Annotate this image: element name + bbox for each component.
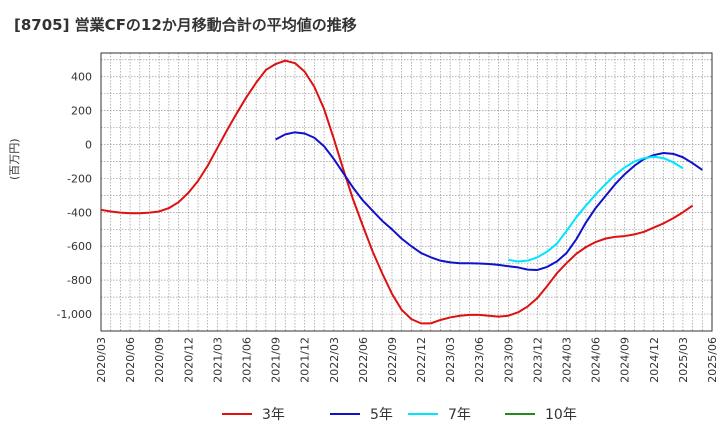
y-tick-label: -1,000 — [57, 308, 92, 321]
y-tick-label: -400 — [67, 206, 92, 219]
x-tick-label: 2024/09 — [619, 337, 632, 383]
x-tick-label: 2023/09 — [502, 337, 515, 383]
legend-swatch — [408, 413, 438, 415]
x-tick-label: 2021/03 — [211, 337, 224, 383]
x-tick-label: 2022/12 — [415, 337, 428, 383]
x-tick-label: 2021/09 — [270, 337, 283, 383]
y-tick-label: 0 — [85, 139, 92, 152]
x-tick-label: 2022/06 — [357, 337, 370, 383]
y-tick-label: -200 — [67, 172, 92, 185]
x-tick-label: 2024/12 — [648, 337, 661, 383]
y-tick-label: 200 — [71, 105, 92, 118]
x-tick-label: 2020/09 — [153, 337, 166, 383]
x-tick-label: 2024/06 — [590, 337, 603, 383]
legend-swatch — [222, 413, 252, 415]
x-tick-label: 2022/09 — [386, 337, 399, 383]
legend-label: 5年 — [370, 407, 393, 423]
x-tick-label: 2024/03 — [561, 337, 574, 383]
legend-item: 10年 — [505, 403, 577, 425]
legend-swatch — [505, 413, 535, 415]
y-tick-label: -800 — [67, 274, 92, 287]
x-tick-label: 2021/12 — [299, 337, 312, 383]
series-line-2 — [508, 155, 684, 263]
legend-label: 10年 — [545, 407, 577, 423]
legend-item: 5年 — [330, 403, 393, 425]
y-tick-label: -600 — [67, 240, 92, 253]
y-tick-label: 400 — [71, 71, 92, 84]
legend-label: 7年 — [448, 407, 471, 423]
plot-area — [100, 52, 713, 332]
x-tick-label: 2025/03 — [677, 337, 690, 383]
x-tick-label: 2023/12 — [531, 337, 544, 383]
legend-item: 3年 — [222, 403, 285, 425]
legend-label: 3年 — [262, 407, 285, 423]
legend-swatch — [330, 413, 360, 415]
x-tick-label: 2020/12 — [182, 337, 195, 383]
series-line-1 — [275, 131, 703, 271]
legend: 3年 5年 7年 10年 — [0, 403, 720, 425]
x-tick-label: 2020/06 — [124, 337, 137, 383]
x-tick-label: 2025/06 — [706, 337, 719, 383]
chart-title: [8705] 営業CFの12か月移動合計の平均値の推移 — [14, 16, 357, 34]
x-tick-label: 2023/03 — [444, 337, 457, 383]
legend-item: 7年 — [408, 403, 471, 425]
x-tick-label: 2021/06 — [240, 337, 253, 383]
series-line-0 — [100, 59, 694, 325]
x-tick-label: 2023/06 — [473, 337, 486, 383]
x-tick-label: 2022/03 — [328, 337, 341, 383]
x-tick-label: 2020/03 — [95, 337, 108, 383]
